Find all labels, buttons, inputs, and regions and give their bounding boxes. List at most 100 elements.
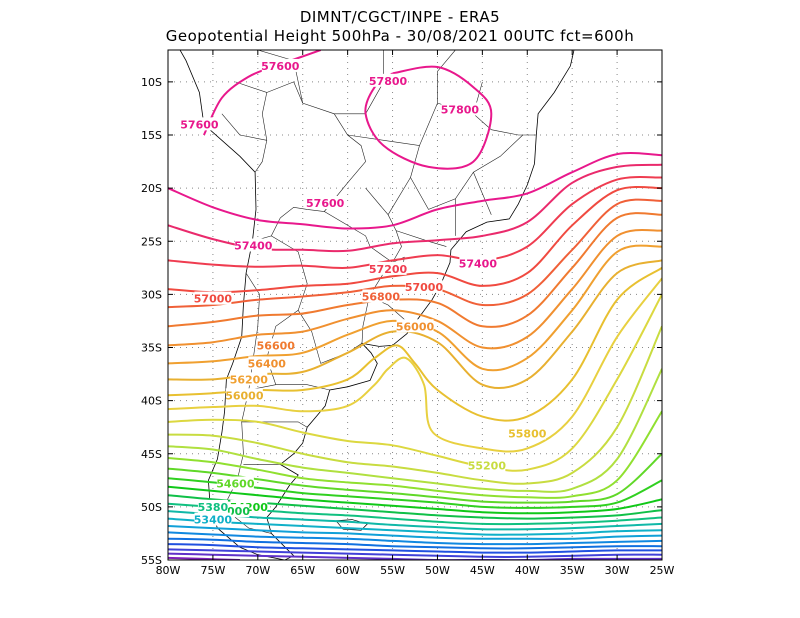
y-tick-label: 50S xyxy=(141,501,162,514)
contour-label-bg xyxy=(369,261,407,275)
contour-53600 xyxy=(168,510,662,531)
contour-label: 57000 xyxy=(405,281,444,294)
political-border xyxy=(473,113,537,136)
x-tick-label: 30W xyxy=(605,564,630,577)
contour-label: 57400 xyxy=(459,258,498,271)
contour-label: 56000 xyxy=(225,389,264,402)
contour-54200 xyxy=(168,485,662,515)
y-tick-label: 35S xyxy=(141,342,162,355)
x-tick-label: 65W xyxy=(290,564,315,577)
political-border xyxy=(221,113,267,141)
contour-label: 54600 xyxy=(216,478,255,491)
contour-label-bg xyxy=(194,512,232,526)
plot-frame xyxy=(167,49,663,561)
contour-57000 xyxy=(168,185,662,294)
political-border xyxy=(347,50,456,146)
contour-label-bg xyxy=(194,291,232,305)
contour-label: 57800 xyxy=(441,104,480,117)
contour-52400 xyxy=(168,548,662,558)
y-tick-label: 15S xyxy=(141,129,162,142)
contour-label: 57200 xyxy=(369,263,408,276)
contour-55600 xyxy=(168,277,662,453)
contour-56600 xyxy=(168,212,662,328)
contour-label-bg xyxy=(468,458,506,472)
x-tick-label: 45W xyxy=(470,564,495,577)
contour-label-bg xyxy=(508,426,546,440)
contour-label-bg xyxy=(234,238,272,252)
y-tick-label: 45S xyxy=(141,448,162,461)
contour-57400 xyxy=(168,163,662,253)
contour-labels: 57600 57800 57800 57600 57600 57400 57400 57200… xyxy=(180,58,547,527)
contour-55400 xyxy=(168,293,662,472)
contour-label: 56200 xyxy=(230,373,269,386)
x-tick-label: 75W xyxy=(200,564,225,577)
contour-label-bg xyxy=(180,117,218,131)
coastline xyxy=(179,50,575,560)
contour-label: 57000 xyxy=(194,293,233,306)
political-border xyxy=(266,310,330,391)
contour-label: 56600 xyxy=(257,339,296,352)
contour-label-bg xyxy=(441,102,479,116)
contour-label-bg xyxy=(230,372,268,386)
political-border xyxy=(266,81,366,219)
contour-54600 xyxy=(168,453,662,504)
y-tick-label: 30S xyxy=(141,288,162,301)
contour-label-bg xyxy=(396,319,434,333)
contour-label-bg xyxy=(362,289,400,303)
contour-label: 56800 xyxy=(362,291,401,304)
x-tick-label: 35W xyxy=(560,564,585,577)
contour-label: 57400 xyxy=(234,240,273,253)
contour-54400 xyxy=(168,477,662,509)
contour-label-bg xyxy=(197,499,228,513)
contour-55800 xyxy=(168,266,662,422)
y-tick-label: 25S xyxy=(141,235,162,248)
political-border xyxy=(473,172,492,215)
contour-label-bg xyxy=(248,356,286,370)
y-tick-label: 40S xyxy=(141,395,162,408)
contour-54800 xyxy=(168,410,662,499)
chart-title-line-2: Geopotential Height 500hPa - 30/08/2021 … xyxy=(165,27,635,45)
political-border xyxy=(396,230,447,247)
y-tick-label: 20S xyxy=(141,182,162,195)
contour-53200 xyxy=(168,525,662,540)
contour-label: 55200 xyxy=(468,459,507,472)
map-axes: 80W 75W 70W 65W 60W 55W 50W 45W 40W 35W 30W 25W 10S 1… xyxy=(141,49,675,577)
political-border xyxy=(387,177,411,215)
contour-label-bg xyxy=(459,256,497,270)
contour-53000 xyxy=(168,531,662,546)
contour-label: 57800 xyxy=(369,75,408,88)
y-tick-label: 55S xyxy=(141,554,162,567)
contour-label: 57600 xyxy=(306,197,345,210)
political-border xyxy=(226,272,272,534)
contour-label: 56000 xyxy=(396,320,435,333)
contour-52600 xyxy=(168,543,662,554)
contour-label-bg xyxy=(369,73,407,87)
political-border xyxy=(235,81,268,173)
political-border xyxy=(361,296,370,344)
x-tick-label: 80W xyxy=(156,564,181,577)
x-tick-label: 70W xyxy=(245,564,270,577)
contour-55200 xyxy=(168,325,662,485)
y-tick-label: 10S xyxy=(141,76,162,89)
contour-label: 56400 xyxy=(248,357,287,370)
x-tick-label: 50W xyxy=(425,564,450,577)
contour-label: 57600 xyxy=(180,118,219,131)
x-tick-label: 55W xyxy=(380,564,405,577)
contour-label: 5380 xyxy=(198,501,229,514)
political-border xyxy=(334,50,384,115)
contour-57800 xyxy=(364,65,493,170)
contour-label-bg xyxy=(225,388,263,402)
contour-label-bg xyxy=(257,338,295,352)
x-tick-label: 25W xyxy=(650,564,675,577)
x-tick-label: 60W xyxy=(335,564,360,577)
contour-label: 53400 xyxy=(194,514,233,527)
contour-label: 55800 xyxy=(508,428,547,441)
contour-label: 57600 xyxy=(261,60,300,73)
contour-52800 xyxy=(168,537,662,550)
contour-label-bg xyxy=(261,58,299,72)
contour-56400 xyxy=(168,228,662,350)
x-tick-label: 40W xyxy=(515,564,540,577)
contour-55000 xyxy=(168,368,662,493)
contour-label-bg xyxy=(405,279,443,293)
